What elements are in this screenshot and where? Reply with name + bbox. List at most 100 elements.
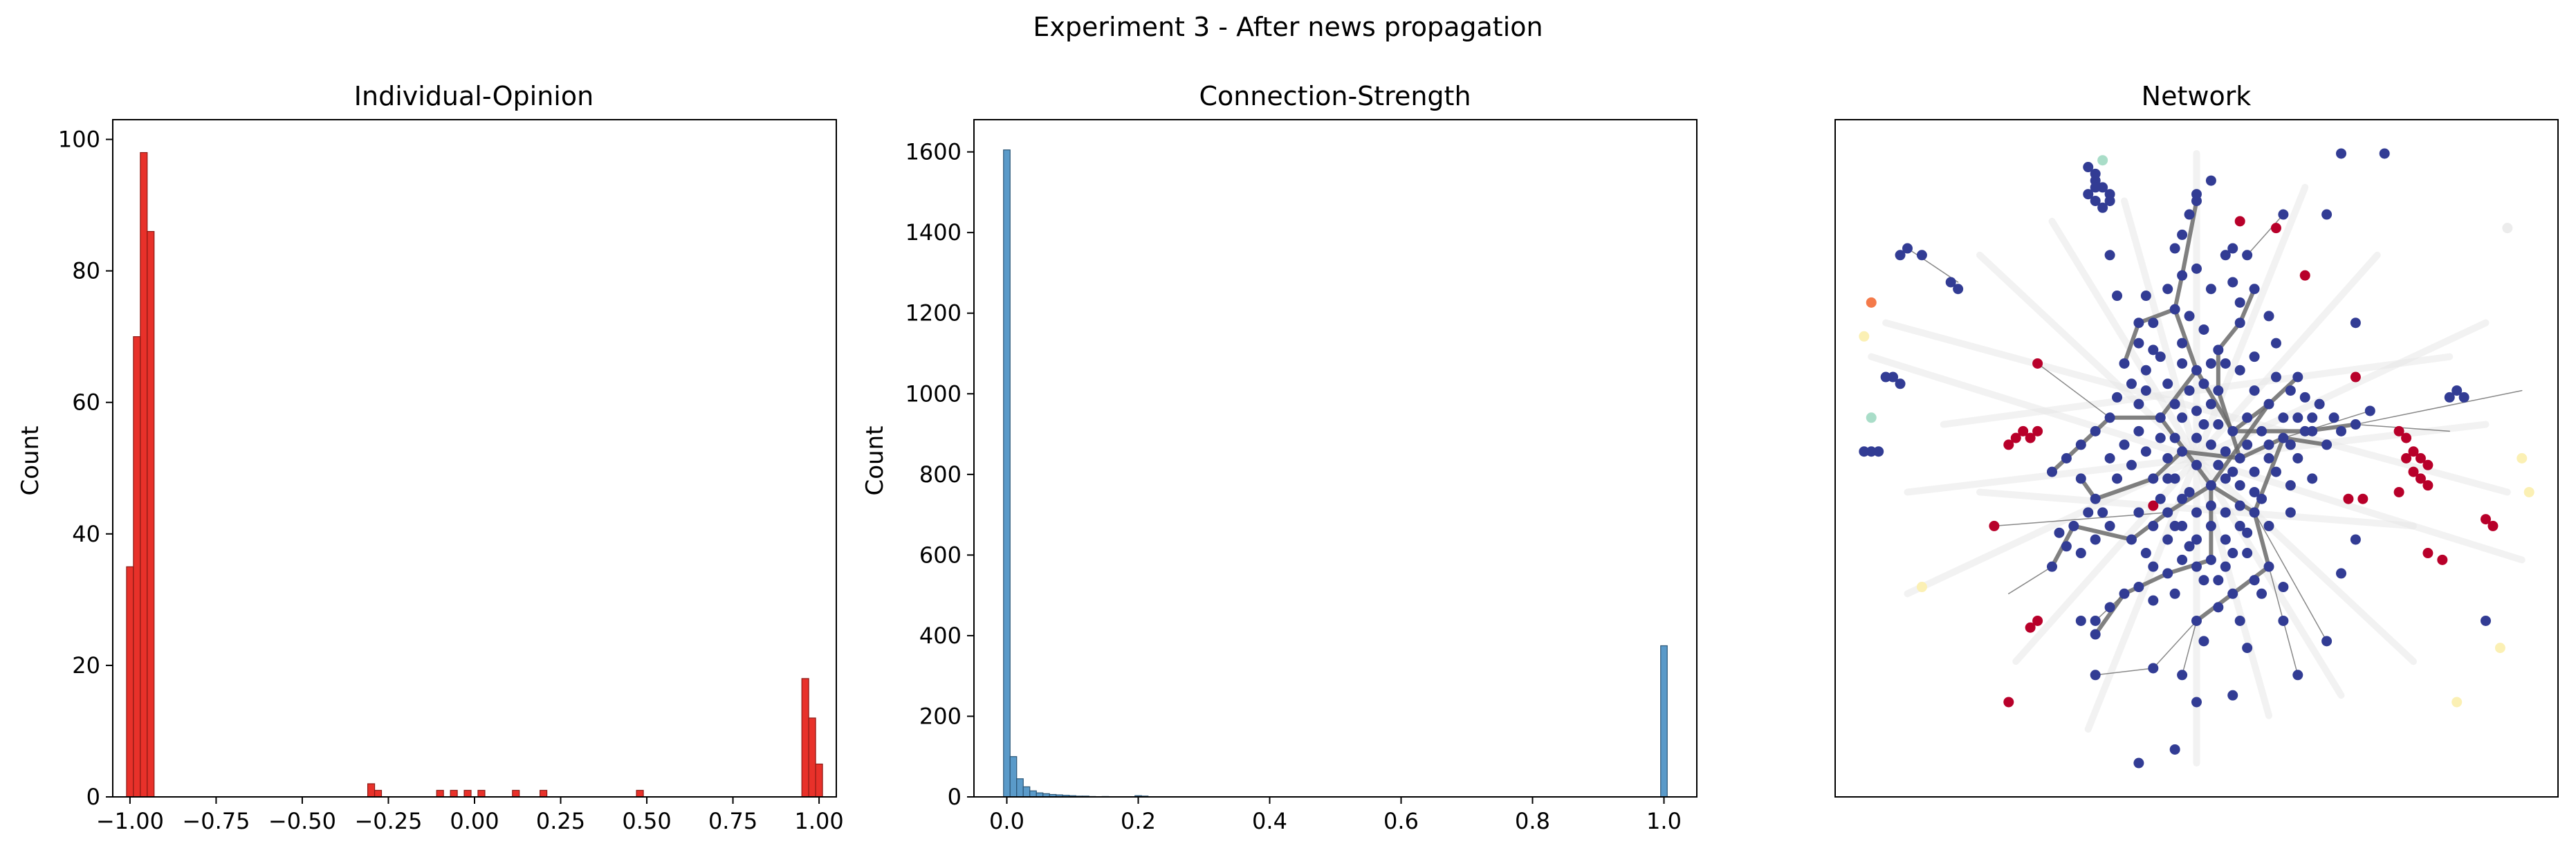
y-tick-label: 20 (72, 652, 100, 679)
network-node (2270, 338, 2281, 349)
network-node (2481, 615, 2491, 626)
network-node (2177, 520, 2188, 531)
x-tick-label: 0.6 (1383, 808, 1419, 834)
bar (1029, 790, 1037, 798)
network-node (1895, 250, 1906, 261)
axes-frame (112, 119, 837, 798)
network-node (2220, 561, 2231, 572)
network-node (2285, 385, 2296, 396)
y-tick-label: 0 (86, 784, 100, 810)
network-node (2184, 486, 2195, 497)
network-node (2220, 507, 2231, 518)
network-edge (2165, 483, 2214, 515)
network-node (1866, 297, 1877, 308)
network-node (1953, 284, 1964, 295)
network-node (2278, 412, 2289, 423)
network-node (2278, 209, 2289, 220)
network-edge (2071, 524, 2134, 542)
network-node (1916, 250, 1927, 261)
network-node (2191, 615, 2202, 626)
network-node (2242, 250, 2253, 261)
y-tick-label: 200 (919, 703, 962, 729)
network-node (2112, 473, 2123, 484)
network-node (2278, 615, 2289, 626)
network-node (2104, 189, 2115, 200)
network-node (2162, 453, 2173, 463)
network-edge (2238, 436, 2285, 461)
figure-suptitle: Experiment 3 - After news propagation (1033, 12, 1543, 42)
network-node (2408, 446, 2419, 457)
network-node (2481, 514, 2491, 525)
network-node (2177, 554, 2188, 565)
network-node (2155, 493, 2166, 504)
network-node (2227, 243, 2238, 254)
network-edge (2180, 449, 2243, 461)
network-node (2003, 439, 2014, 450)
plot-area: 0.0 0.2 0.4 0.6 0.8 1.0 0 200 400 600 800 1000 1200 1… (905, 139, 1682, 834)
x-tick-label: 0.8 (1515, 808, 1550, 834)
network-node (2292, 670, 2303, 681)
network-edge (2209, 402, 2271, 488)
network-node (2350, 318, 2361, 329)
bar (477, 789, 486, 798)
y-tick-label: 100 (58, 127, 100, 153)
network-node (2054, 527, 2065, 538)
bar (463, 789, 472, 798)
network-node (2263, 561, 2274, 572)
network-node (2205, 480, 2216, 491)
network-node (2090, 493, 2101, 504)
network-node (2104, 250, 2115, 261)
network-node (2169, 744, 2180, 755)
network-node (2148, 595, 2159, 606)
network-node (2090, 425, 2101, 436)
network-edge (2122, 571, 2170, 596)
network-node (1895, 378, 1906, 389)
x-tick-label: 0.25 (536, 808, 585, 834)
network-node (2198, 378, 2209, 389)
network-node (2177, 270, 2188, 281)
network-edge (2165, 558, 2214, 576)
network-node (2090, 195, 2101, 206)
network-node (2263, 453, 2274, 463)
x-tick-label: 0.0 (989, 808, 1024, 834)
network-node (2422, 480, 2434, 491)
network-node (2227, 690, 2238, 701)
network-node (2307, 425, 2318, 436)
network-node (2292, 371, 2303, 383)
network-node (2307, 412, 2318, 423)
network-node (2061, 541, 2072, 552)
chart-individual-opinion: Individual-Opinion Count −1.00 −0.75 −0.50… (17, 81, 844, 834)
network-node (1859, 331, 1870, 342)
network-node (2451, 697, 2463, 708)
x-tick-label: 1.00 (794, 808, 843, 834)
network-node (2256, 588, 2267, 599)
bar (374, 789, 383, 798)
network-node (2227, 466, 2238, 477)
bar (140, 151, 148, 798)
network-node (2148, 344, 2159, 356)
network-edge (2281, 436, 2329, 447)
bar (133, 336, 141, 798)
network-node (2191, 534, 2202, 545)
network-node (2422, 459, 2434, 470)
network-node (2177, 446, 2188, 457)
bar (808, 717, 816, 798)
bar (436, 789, 444, 798)
x-tick-label: −0.25 (354, 808, 422, 834)
network-node (2278, 582, 2289, 593)
network-node (2242, 439, 2253, 450)
bar (147, 230, 155, 798)
network-node (2126, 378, 2137, 389)
network-node (2191, 263, 2202, 274)
network-node (2126, 534, 2137, 545)
bar (801, 678, 809, 798)
network-node (2494, 643, 2505, 654)
network-node (2191, 697, 2202, 708)
network-node (2148, 561, 2159, 572)
network-node (2184, 209, 2195, 220)
network-node (2357, 493, 2368, 504)
network-node (2162, 473, 2173, 484)
network-node (2234, 453, 2245, 463)
network-node (2047, 561, 2057, 572)
network-node (2104, 453, 2115, 463)
